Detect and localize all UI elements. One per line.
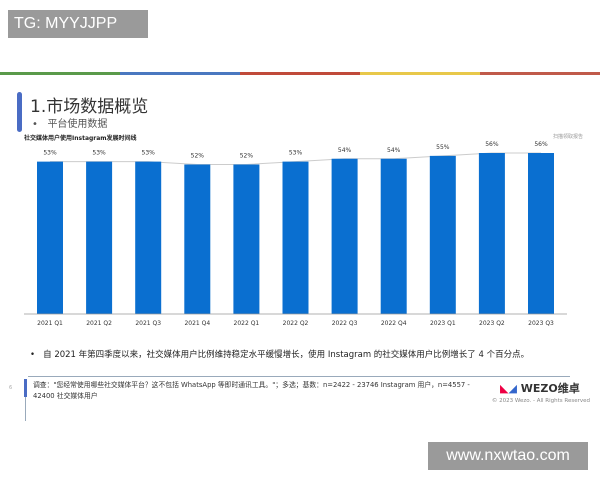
x-tick-label: 2022 Q4 [381,320,407,327]
source-label: 扫描领取报告 [552,134,583,140]
bar [478,153,505,314]
bar [37,161,63,314]
bar [233,164,260,314]
footer-accent [24,379,27,397]
note: • 自 2021 年第四季度以来，社交媒体用户比例维持稳定水平缓慢增长，使用 I… [30,350,530,360]
header-stripe [360,72,480,75]
data-label: 56% [534,141,548,148]
subtitle-text: 平台使用数据 [47,119,108,130]
survey-note: 调查："您经常使用哪些社交媒体平台？这不包括 WhatsApp 等即时通讯工具。… [33,381,470,400]
data-label: 55% [436,144,450,151]
note-text: 自 2021 年第四季度以来，社交媒体用户比例维持稳定水平缓慢增长，使用 Ins… [43,350,530,360]
header-stripe [480,72,600,75]
x-tick-label: 2023 Q2 [479,320,505,327]
data-label: 53% [289,150,303,157]
header-stripe [0,72,120,75]
x-tick-label: 2022 Q2 [283,320,309,327]
overlay-tag: TG: MYYJJPP [8,10,148,38]
title-accent [17,92,22,132]
page-title: 1.市场数据概览 [30,97,149,117]
bar [429,155,456,314]
header-stripe [120,72,240,75]
x-tick-label: 2022 Q3 [332,320,358,327]
data-label: 52% [240,153,254,160]
divider [28,376,570,377]
header-stripe [240,72,360,75]
logo-text: WEZO维卓 [520,382,580,395]
bar [380,158,407,314]
bar [135,161,162,314]
x-tick-label: 2023 Q3 [528,320,554,327]
copyright: © 2023 Wezo. - All Rights Reserved [491,398,590,404]
x-tick-label: 2021 Q2 [86,320,112,327]
footer-line [25,379,26,421]
x-tick-label: 2021 Q4 [184,320,210,327]
data-label: 54% [387,147,401,154]
bar [282,161,309,314]
x-tick-label: 2021 Q1 [37,320,63,327]
data-label: 52% [191,153,205,160]
page-number: 6 [9,385,13,391]
x-tick-label: 2023 Q1 [430,320,456,327]
watermark: www.nxwtao.com [428,442,588,470]
data-label: 54% [338,147,352,154]
data-label: 53% [92,150,106,157]
x-tick-label: 2022 Q1 [234,320,260,327]
bar [184,164,211,314]
bar [528,153,554,314]
data-label: 53% [142,150,156,157]
logo: ◣◢ WEZO维卓 [500,382,580,395]
bar [86,161,113,314]
bar-chart: 53% 2021 Q1 53% 2021 Q2 53% 2021 Q3 52% 2021 Q4… [24,141,567,327]
chart-title: 社交媒体用户使用Instagram发展时间线 [24,135,137,142]
data-label: 56% [485,141,499,148]
bar [331,158,358,314]
x-tick-label: 2021 Q3 [135,320,161,327]
data-label: 53% [43,150,57,157]
subtitle: • 平台使用数据 [32,119,108,130]
